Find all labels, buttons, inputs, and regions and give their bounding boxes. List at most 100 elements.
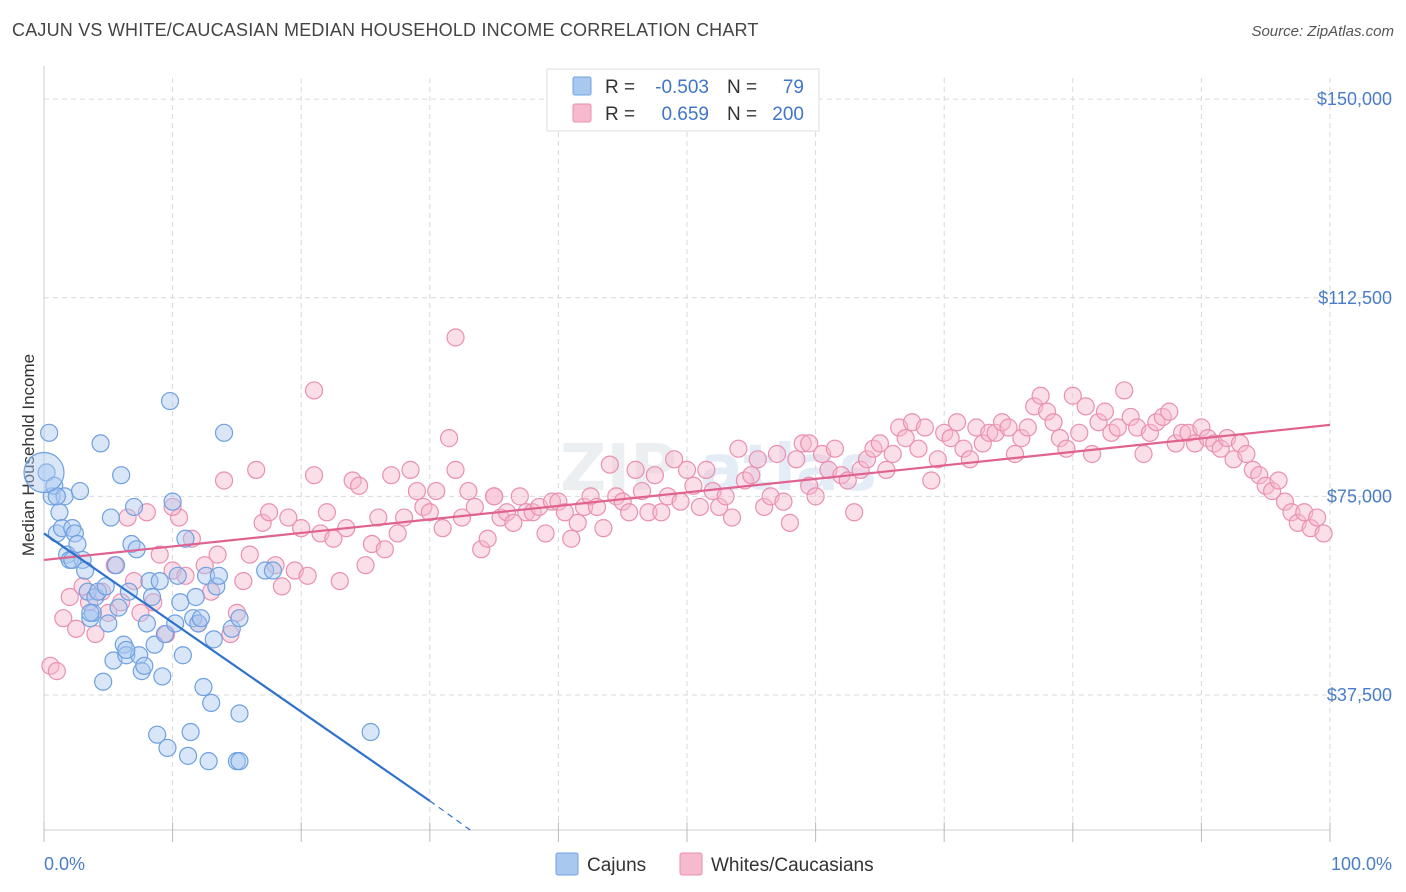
cajun-point — [173, 646, 192, 665]
cajun-point — [184, 609, 203, 628]
white-point — [857, 450, 877, 469]
white-point — [298, 566, 317, 585]
cajun-point — [153, 667, 172, 686]
white-point — [1121, 407, 1140, 427]
white-point — [767, 444, 787, 464]
white-point — [99, 603, 118, 622]
white-point — [581, 487, 600, 506]
white-point — [562, 529, 581, 548]
white-point — [1082, 444, 1102, 464]
cajun-point — [176, 529, 195, 548]
white-point — [845, 503, 864, 522]
white-point — [407, 481, 427, 501]
white-point — [1134, 444, 1153, 464]
chart-title: CAJUN VS WHITE/CAUCASIAN MEDIAN HOUSEHOL… — [12, 20, 759, 40]
legend-white-r-label: R = — [605, 104, 635, 125]
white-point — [896, 429, 915, 448]
x-tick-label: 100.0% — [1331, 854, 1392, 874]
white-point — [555, 503, 574, 522]
cajun-point — [40, 423, 59, 442]
white-point — [806, 487, 825, 506]
cajun-point — [160, 391, 180, 411]
cajun-point — [65, 524, 84, 543]
white-point — [960, 450, 980, 469]
white-point — [1076, 397, 1095, 416]
white-point — [1095, 402, 1115, 421]
cajun-point — [148, 725, 167, 744]
white-point — [954, 439, 973, 458]
white-point — [1115, 381, 1134, 400]
white-point — [234, 571, 253, 591]
white-point — [665, 450, 684, 469]
legend: R = -0.503 N = 79 R = 0.659 N = 200 — [546, 68, 820, 132]
white-point — [253, 513, 272, 532]
white-point — [568, 513, 587, 532]
white-point — [60, 587, 79, 607]
cajun-point — [150, 571, 169, 591]
white-point — [1275, 492, 1295, 511]
axes — [43, 66, 1331, 842]
legend-white-n-value: 200 — [772, 104, 804, 125]
white-point — [1250, 466, 1269, 485]
legend-white-n-label: N = — [727, 104, 757, 125]
cajun-point — [181, 722, 200, 742]
white-point — [349, 476, 369, 495]
white-point — [973, 434, 992, 453]
white-point — [755, 497, 774, 517]
white-point — [208, 545, 227, 564]
white-point — [369, 508, 388, 527]
white-point — [247, 460, 266, 479]
cajun-point — [117, 640, 136, 660]
white-point — [710, 497, 729, 517]
white-point — [1044, 413, 1063, 432]
white-point — [330, 571, 349, 591]
x-tick-label: 0.0% — [44, 854, 85, 874]
white-point — [176, 566, 195, 585]
white-point — [922, 471, 941, 490]
cajun-point — [91, 434, 110, 453]
white-point — [214, 471, 234, 490]
white-point — [163, 497, 182, 517]
white-point — [1089, 413, 1108, 432]
cajun-point — [68, 534, 87, 554]
legend-white-swatch — [572, 103, 592, 123]
white-point — [439, 429, 459, 448]
source-note: Source: ZipAtlas.com — [1251, 23, 1394, 40]
legend-cajun-r-value: -0.503 — [655, 77, 709, 98]
bottom-legend-cajun-label: Cajuns — [587, 855, 646, 876]
white-point — [1314, 524, 1333, 543]
cajun-point — [171, 593, 190, 612]
white-point — [652, 503, 671, 522]
white-point — [459, 481, 478, 501]
white-point — [1031, 386, 1050, 405]
white-point — [240, 545, 259, 564]
cajun-point — [70, 481, 90, 501]
white-point — [446, 328, 465, 347]
cajun-point — [202, 693, 221, 713]
cajun-point — [142, 587, 162, 607]
cajun-point — [207, 577, 226, 596]
white-point — [632, 481, 652, 501]
white-point — [787, 450, 806, 469]
cajun-point — [122, 534, 141, 554]
white-point — [947, 413, 967, 432]
white-point — [536, 524, 555, 543]
white-point — [1237, 444, 1256, 464]
cajun-point — [124, 497, 144, 517]
white-point — [1282, 503, 1301, 522]
white-point — [375, 540, 394, 559]
legend-white-r-value: 0.659 — [661, 104, 709, 125]
cajun-point — [214, 423, 234, 442]
white-point — [272, 577, 292, 596]
white-point — [1037, 402, 1057, 421]
white-point — [677, 460, 697, 479]
white-point — [1050, 429, 1070, 448]
white-point — [472, 540, 491, 559]
cajun-point — [230, 704, 249, 723]
white-point — [382, 466, 401, 485]
white-point — [1211, 439, 1230, 458]
white-point — [690, 497, 709, 517]
cajun-point — [158, 738, 177, 758]
bottom-legend-white-label: Whites/Caucasians — [711, 855, 874, 876]
white-point — [504, 513, 523, 532]
